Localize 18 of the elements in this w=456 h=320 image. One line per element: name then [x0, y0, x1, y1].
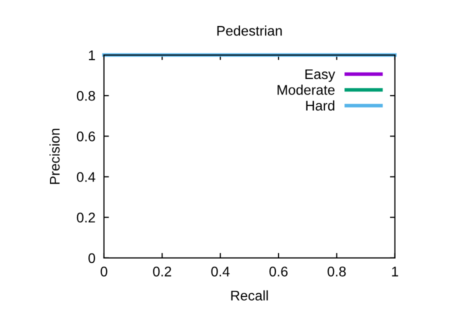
- x-tick-label: 0.2: [153, 266, 172, 276]
- y-axis-title: Precision: [49, 128, 60, 184]
- legend-label: Easy: [305, 69, 336, 82]
- y-tick-label: 1: [88, 50, 95, 60]
- y-tick-label: 0.8: [76, 90, 96, 101]
- chart-title: Pedestrian: [217, 26, 282, 36]
- x-axis-title: Recall: [231, 290, 268, 301]
- x-tick-label: 1: [392, 266, 398, 276]
- x-tick-label: 0.4: [211, 266, 230, 276]
- y-tick-label: 0.2: [76, 212, 95, 223]
- legend-label: Moderate: [278, 84, 335, 95]
- y-tick-label: 0.4: [76, 172, 96, 182]
- y-tick-label: 0.6: [76, 132, 96, 142]
- x-tick-label: 0: [100, 266, 108, 276]
- x-tick-label: 0.6: [269, 266, 288, 276]
- x-tick-label: 0.8: [328, 266, 346, 276]
- legend-label: Hard: [306, 100, 334, 111]
- y-tick-label: 0: [88, 253, 96, 264]
